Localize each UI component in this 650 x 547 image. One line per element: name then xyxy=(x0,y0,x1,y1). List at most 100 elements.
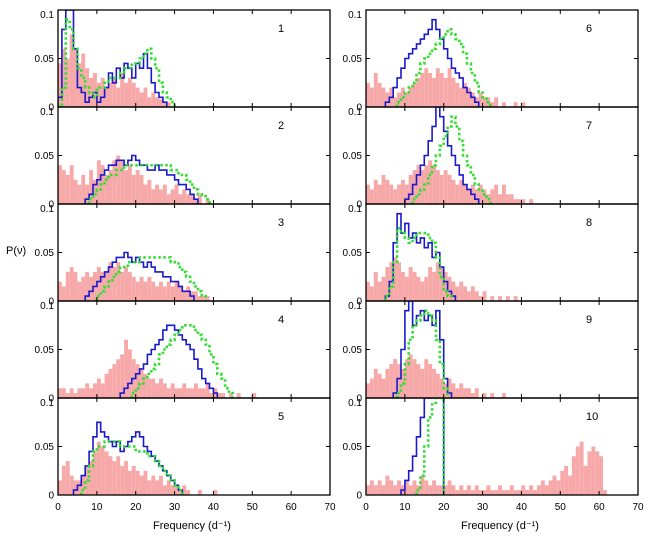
y-tick-label: 0 xyxy=(48,103,54,114)
panel-10-blue-histogram xyxy=(400,398,445,495)
panel-10-fill-bar xyxy=(455,490,460,495)
panel-1-fill-bar xyxy=(139,92,144,107)
panel-4-fill-bar xyxy=(108,368,113,398)
panel-9-fill-bar xyxy=(377,373,382,398)
y-tick-label: 0.1 xyxy=(348,10,362,21)
panel-10-fill-bar xyxy=(463,490,467,495)
panel-9-fill-bar xyxy=(389,364,394,398)
x-tick-label: 60 xyxy=(286,502,298,513)
y-tick-label: 0 xyxy=(356,394,362,405)
panel-4-fill-bar xyxy=(178,388,183,398)
panel-9-fill-bar xyxy=(470,393,475,398)
panel-7-fill-bar xyxy=(393,189,398,204)
panel-2-fill-bar xyxy=(108,170,113,204)
panel-8-fill-bar xyxy=(467,291,471,301)
panel-10-fill-bar xyxy=(568,475,572,495)
panel-4-fill-bar xyxy=(252,393,257,398)
panel-1-fill-bar xyxy=(162,102,167,107)
panel-8-fill-bar xyxy=(447,276,452,301)
panel-10-fill-bar xyxy=(603,490,607,495)
y-tick-label: 0 xyxy=(356,103,362,114)
x-tick-label: 0 xyxy=(363,502,369,513)
panel-1-fill-bar xyxy=(112,77,117,107)
x-tick-label: 10 xyxy=(91,502,103,513)
panel-6-fill-bar xyxy=(393,97,398,107)
panel-9-fill-bar xyxy=(424,359,429,398)
panel-2-fill-bar xyxy=(170,189,175,204)
panel-7-green-histogram xyxy=(411,115,492,204)
panel-9-plot-area xyxy=(366,301,506,398)
panel-10-fill-bar xyxy=(420,475,425,495)
panel-10-fill-bar xyxy=(439,485,444,495)
panel-7-fill-bar xyxy=(463,184,467,204)
panel-4: 0 0.05 0.1 4 xyxy=(35,300,331,405)
panel-5-fill-bar xyxy=(73,480,78,495)
panel-10-fill-bar xyxy=(560,470,565,495)
y-tick-label: 0 xyxy=(356,491,362,502)
panel-8-fill-bar xyxy=(490,296,495,301)
panel-10-fill-bar xyxy=(478,490,483,495)
panel-8-fill-bar xyxy=(366,281,370,301)
x-tick-label: 30 xyxy=(477,502,489,513)
panel-2-fill-bar xyxy=(93,179,97,204)
panel-8-fill-bar xyxy=(408,267,413,301)
panel-9-fill-bar xyxy=(412,359,417,398)
panel-9-fill-bar xyxy=(404,359,409,398)
panel-7-label: 7 xyxy=(586,120,592,132)
panel-7-fill-bar xyxy=(521,199,526,204)
panel-2-fill-bar xyxy=(135,170,140,204)
panel-10-fill-bar xyxy=(424,480,429,495)
panel-10-fill-bar xyxy=(494,490,499,495)
panel-6-fill-bar xyxy=(385,92,390,107)
panel-6-plot-area xyxy=(366,18,526,107)
panel-8-fill-bar xyxy=(474,291,479,301)
panel-10-fill-bar xyxy=(552,475,557,495)
panel-5-fill-bar xyxy=(147,480,152,495)
panel-6-fill-bar xyxy=(513,102,518,107)
panel-1-fill-bar xyxy=(77,63,82,107)
panel-10-fill-bar xyxy=(470,490,475,495)
panel-9-fill-bar xyxy=(420,368,425,398)
panel-3-fill-bar xyxy=(162,286,167,301)
panel-10-fill-bar xyxy=(366,485,370,495)
panel-3-blue-histogram xyxy=(84,251,195,301)
panel-8-fill-bar xyxy=(439,267,444,301)
panel-3: 0 0.05 0.1 3 xyxy=(35,203,331,308)
panel-7-fill-bar xyxy=(366,184,370,204)
panel-6-fill-bar xyxy=(439,73,444,107)
panel-2-fill-bar xyxy=(190,194,194,204)
panel-7-fill-bar xyxy=(435,170,440,204)
panel-3-fill-bar xyxy=(81,276,86,301)
panel-7-fill-bar xyxy=(385,179,390,204)
y-tick-label: 0.05 xyxy=(35,248,55,259)
panel-2-fill-bar xyxy=(100,165,105,204)
y-tick-label: 0.05 xyxy=(35,345,55,356)
panel-3-fill-bar xyxy=(182,291,187,301)
panel-10-fill-bar xyxy=(583,465,588,495)
panel-9-fill-bar xyxy=(416,364,421,398)
panel-8-fill-bar xyxy=(428,267,433,301)
panel-8-fill-bar xyxy=(455,286,460,301)
panel-6-fill-bar xyxy=(467,87,471,107)
panel-6-fill-bar xyxy=(482,97,487,107)
panel-2-fill-bar xyxy=(69,165,74,204)
panel-7-fill-bar xyxy=(474,189,479,204)
panel-4-fill-bar xyxy=(61,388,66,398)
panel-9-fill-bar xyxy=(447,378,452,398)
panel-5-fill-bar xyxy=(124,461,128,495)
panel-9-fill-bar xyxy=(455,388,460,398)
panel-1-fill-bar xyxy=(65,58,70,107)
panel-2-plot-area xyxy=(58,154,211,204)
panel-5-fill-bar xyxy=(69,475,74,495)
panel-3-fill-bar xyxy=(61,286,66,301)
panel-10-fill-bar xyxy=(537,485,541,495)
panel-5-fill-bar xyxy=(159,475,163,495)
panel-8-fill-bar xyxy=(463,286,467,301)
panel-1-fill-bar xyxy=(120,73,125,107)
panel-9-fill-bar xyxy=(385,368,390,398)
panel-4-fill-bar xyxy=(182,383,187,398)
panel-9-fill-bar xyxy=(397,364,401,398)
x-tick-label: 10 xyxy=(399,502,411,513)
panel-7-fill-bar xyxy=(428,160,433,204)
